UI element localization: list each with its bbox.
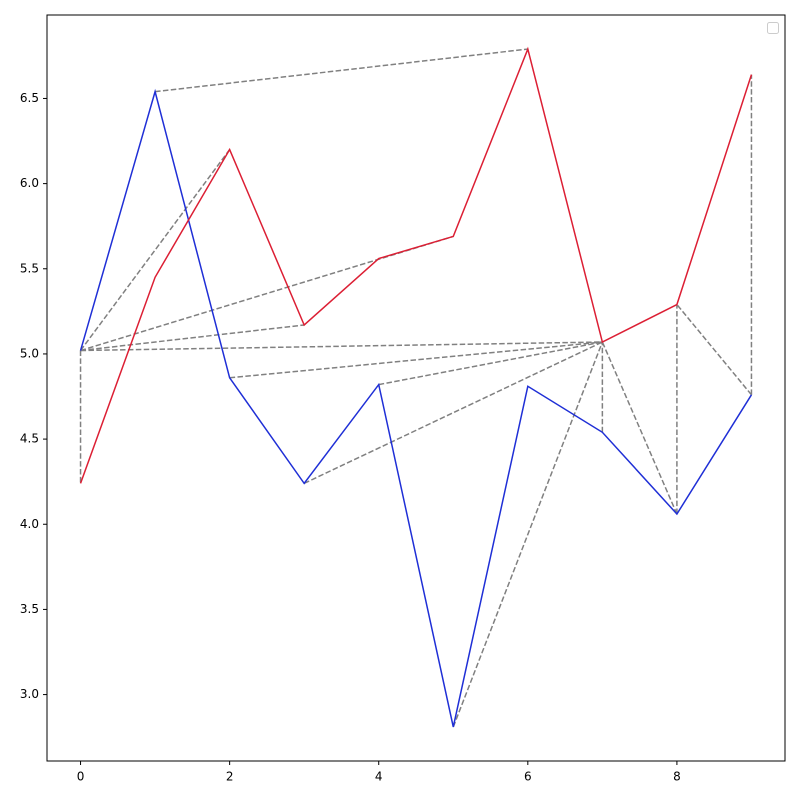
link-line — [676, 304, 753, 396]
link-line — [155, 48, 528, 93]
series-line — [79, 88, 753, 728]
y-tick-label: 5.5 — [20, 261, 39, 275]
link-line — [80, 341, 603, 352]
link-line — [79, 149, 231, 351]
y-tick-label: 4.0 — [20, 517, 39, 531]
y-tick-label: 5.0 — [20, 346, 39, 360]
link-line — [452, 341, 604, 728]
x-tick-label: 0 — [77, 770, 85, 784]
x-tick-label: 4 — [375, 770, 383, 784]
y-tick-label: 4.5 — [20, 432, 39, 446]
x-tick-label: 6 — [524, 770, 532, 784]
link-line — [229, 341, 603, 379]
y-tick-label: 6.0 — [20, 176, 39, 190]
plot-frame — [46, 14, 786, 762]
link-line — [80, 324, 305, 352]
y-tick-label: 3.5 — [20, 602, 39, 616]
link-line — [601, 341, 678, 515]
legend — [767, 22, 779, 34]
x-tick-label: 8 — [673, 770, 681, 784]
y-tick-label: 3.0 — [20, 687, 39, 701]
link-line — [378, 341, 603, 386]
link-line — [303, 341, 603, 485]
y-tick-label: 6.5 — [20, 91, 39, 105]
series-line — [79, 46, 753, 484]
x-tick-label: 2 — [226, 770, 234, 784]
